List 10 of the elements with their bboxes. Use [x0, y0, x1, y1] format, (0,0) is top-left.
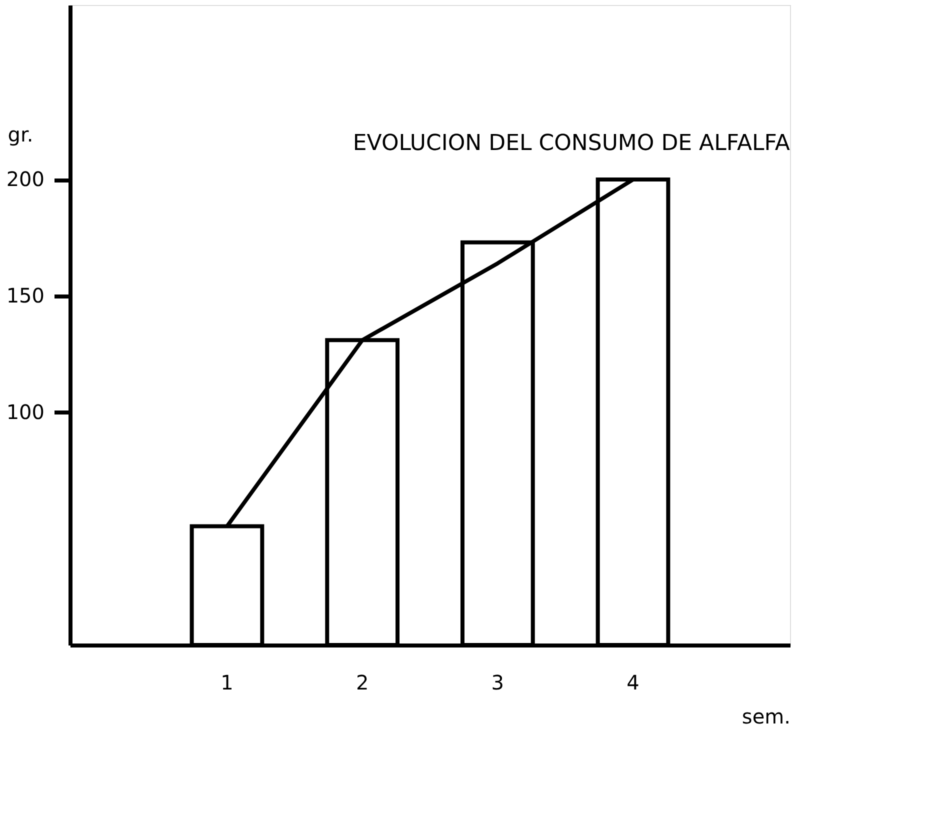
y-tick-label: 100	[6, 400, 44, 424]
y-tick-label: 200	[6, 167, 44, 192]
y-tick-label: 150	[6, 283, 44, 308]
y-axis-title: gr.	[8, 122, 34, 146]
x-tick-label: 1	[220, 670, 234, 694]
text: EVOLUCION DEL CONSUMO DE ALFALFA	[352, 131, 790, 156]
x-tick-label: 3	[491, 670, 504, 694]
x-tick-label: 4	[626, 670, 640, 694]
x-axis-title: sem.	[742, 704, 790, 728]
x-tick-label: 2	[356, 670, 369, 694]
